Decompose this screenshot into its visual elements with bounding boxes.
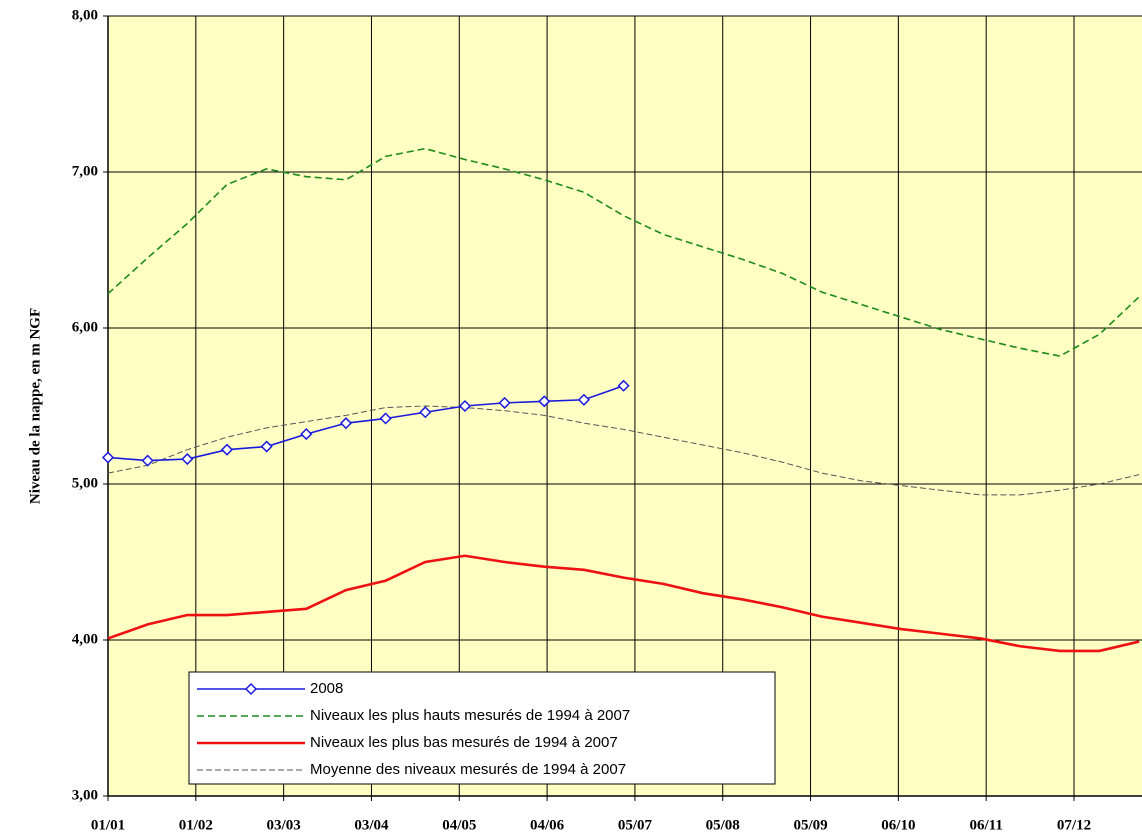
x-tick-label: 05/09 <box>793 817 827 833</box>
plot-area <box>108 16 1142 796</box>
marker <box>419 406 432 419</box>
marker <box>538 395 551 408</box>
x-tick-label: 03/03 <box>267 817 301 833</box>
y-tick-label: 6,00 <box>72 319 98 335</box>
x-tick-label: 06/11 <box>970 817 1003 833</box>
y-tick-label: 3,00 <box>72 787 98 803</box>
x-tick-label: 03/04 <box>354 817 389 833</box>
legend-label: 2008 <box>310 680 343 697</box>
series-line <box>107 384 624 462</box>
series-line <box>107 405 1140 496</box>
y-tick-label: 8,00 <box>72 7 98 23</box>
marker <box>617 379 630 392</box>
x-tick-label: 06/10 <box>881 817 915 833</box>
legend-label: Moyenne des niveaux mesurés de 1994 à 20… <box>310 761 626 778</box>
marker <box>379 412 392 425</box>
series-line <box>107 554 1140 653</box>
x-tick-label: 01/01 <box>91 817 125 833</box>
marker <box>577 393 590 406</box>
x-tick-label: 07/12 <box>1057 817 1091 833</box>
marker <box>181 452 194 466</box>
legend-label: Niveaux les plus bas mesurés de 1994 à 2… <box>310 734 618 751</box>
x-tick-label: 05/07 <box>618 817 653 833</box>
marker <box>141 454 154 467</box>
y-axis-label: Niveau de la nappe, en m NGF <box>27 308 43 504</box>
legend-label: Niveaux les plus hauts mesurés de 1994 à… <box>310 707 630 724</box>
marker <box>260 440 273 453</box>
marker <box>220 443 234 456</box>
legend-box <box>188 671 776 785</box>
marker <box>339 417 353 430</box>
x-tick-label: 05/08 <box>706 817 740 833</box>
y-tick-label: 5,00 <box>72 475 98 491</box>
legend: 2008 Niveaux les plus hauts mesurés de 19… <box>188 671 776 785</box>
x-tick-label: 04/05 <box>442 817 476 833</box>
legend-marker <box>244 682 258 696</box>
x-tick-label: 04/06 <box>530 817 565 833</box>
x-tick-label: 01/02 <box>179 817 213 833</box>
y-tick-label: 7,00 <box>72 163 98 179</box>
marker <box>300 428 313 441</box>
y-tick-label: 4,00 <box>72 631 98 647</box>
series-line <box>107 147 1140 357</box>
marker <box>498 396 511 409</box>
marker <box>101 451 115 464</box>
marker <box>458 399 472 413</box>
